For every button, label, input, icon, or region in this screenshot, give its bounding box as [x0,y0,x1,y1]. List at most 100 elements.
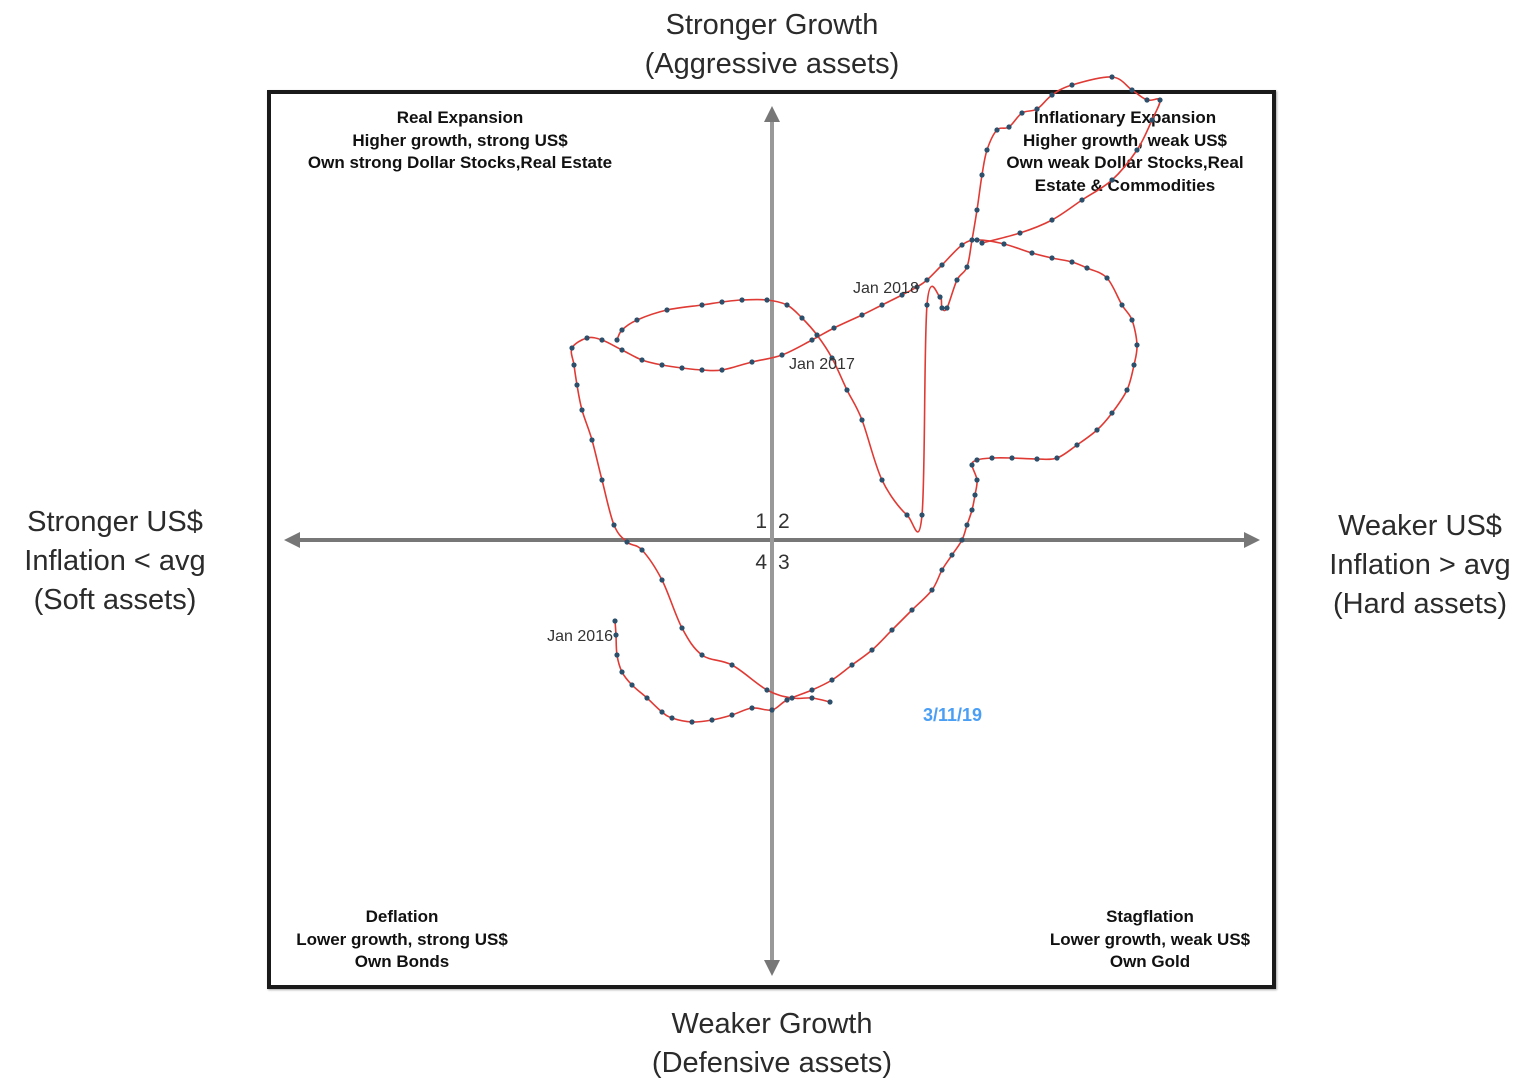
data-point [924,302,930,308]
data-point [589,437,595,443]
data-point [899,292,905,298]
data-point [974,237,980,243]
data-point [679,625,685,631]
data-point [859,312,865,318]
right-axis-title-line3: (Hard assets) [1332,588,1508,620]
data-point [584,335,590,341]
data-point [844,387,850,393]
data-point [979,240,985,246]
data-point [969,507,975,513]
left-axis-title-line3: (Soft assets) [33,584,197,616]
quadrant-line: Lower growth, weak US$ [1049,929,1251,949]
quadrant-title: Stagflation [1106,907,1194,926]
data-point [1001,241,1007,247]
quadrant-number-1: 1 [755,510,767,533]
data-point [719,299,725,305]
quadrant-numbers: 1 2 34 [755,510,789,574]
data-point [974,207,980,213]
date-annotation: Jan 2018 [853,280,919,297]
data-point [1017,230,1023,236]
data-point [969,462,975,468]
data-point [1029,250,1035,256]
data-point [1019,110,1025,116]
data-point [749,705,755,711]
data-point [1079,197,1085,203]
data-point [599,337,605,343]
date-annotation: Jan 2017 [789,356,855,373]
data-point [827,699,833,705]
data-point [719,367,725,373]
quadrant-line: Own weak Dollar Stocks,Real [1006,153,1244,172]
data-point [984,147,990,153]
data-point [1034,456,1040,462]
data-point [1144,97,1150,103]
data-point [669,715,675,721]
quadrant-line: Lower growth, strong US$ [296,929,508,949]
data-point [799,315,805,321]
right-axis-title: Weaker US$ Inflation > avg (Hard assets) [1300,507,1524,624]
data-point [659,362,665,368]
data-point [919,512,925,518]
top-axis-title-line1: Stronger Growth [665,9,879,41]
data-point [639,357,645,363]
data-point [574,382,580,388]
data-point [1134,147,1140,153]
data-point [1109,410,1115,416]
data-point [764,297,770,303]
data-point [959,242,965,248]
quadrant-real-expansion: Real Expansion Higher growth, strong US$… [270,107,650,175]
date-annotation: Jan 2016 [547,628,613,645]
quadrant-line: Higher growth, weak US$ [1022,130,1228,150]
data-point [809,687,815,693]
data-point [1054,455,1060,461]
quadrant-title: Deflation [365,907,439,926]
data-point [614,652,620,658]
data-point [859,417,865,423]
data-point [659,577,665,583]
data-point [789,695,795,701]
current-date-label: 3/11/19 [923,705,982,725]
data-point [764,687,770,693]
data-point [1131,362,1137,368]
data-point [619,347,625,353]
data-point [769,707,775,713]
data-point [1084,265,1090,271]
data-point [889,627,895,633]
data-point [1094,427,1100,433]
quadrant-inflationary-expansion: Inflationary Expansion Higher growth, we… [960,107,1290,197]
top-axis-title: Stronger Growth (Aggressive assets) [572,6,972,84]
data-point [699,367,705,373]
quadrant-title: Inflationary Expansion [1033,108,1217,127]
quadrant-stagflation: Stagflation Lower growth, weak US$ Own G… [1015,906,1285,974]
right-axis-title-line1: Weaker US$ [1338,510,1502,542]
right-axis-title-line2: Inflation > avg [1329,549,1511,581]
data-point [1074,442,1080,448]
data-point [904,512,910,518]
data-point [909,607,915,613]
data-point [974,457,980,463]
data-point [784,697,790,703]
data-point [739,297,745,303]
data-point [1119,302,1125,308]
data-point [699,302,705,308]
data-point [729,712,735,718]
data-point [1124,387,1130,393]
data-point [1109,74,1115,80]
data-point [879,302,885,308]
quadrant-line: Estate & Commodities [1034,175,1216,195]
data-point [964,264,970,270]
data-point [849,662,855,668]
data-point [611,522,617,528]
quadrant-line: Higher growth, strong US$ [352,130,568,150]
data-point [612,618,618,624]
quadrant-number-3: 3 [778,551,790,574]
data-point [644,695,650,701]
data-point [619,669,625,675]
data-point [1157,97,1163,103]
data-point [989,455,995,461]
data-point [949,552,955,558]
data-point [1069,259,1075,265]
data-point [664,307,670,313]
data-point [1049,255,1055,261]
